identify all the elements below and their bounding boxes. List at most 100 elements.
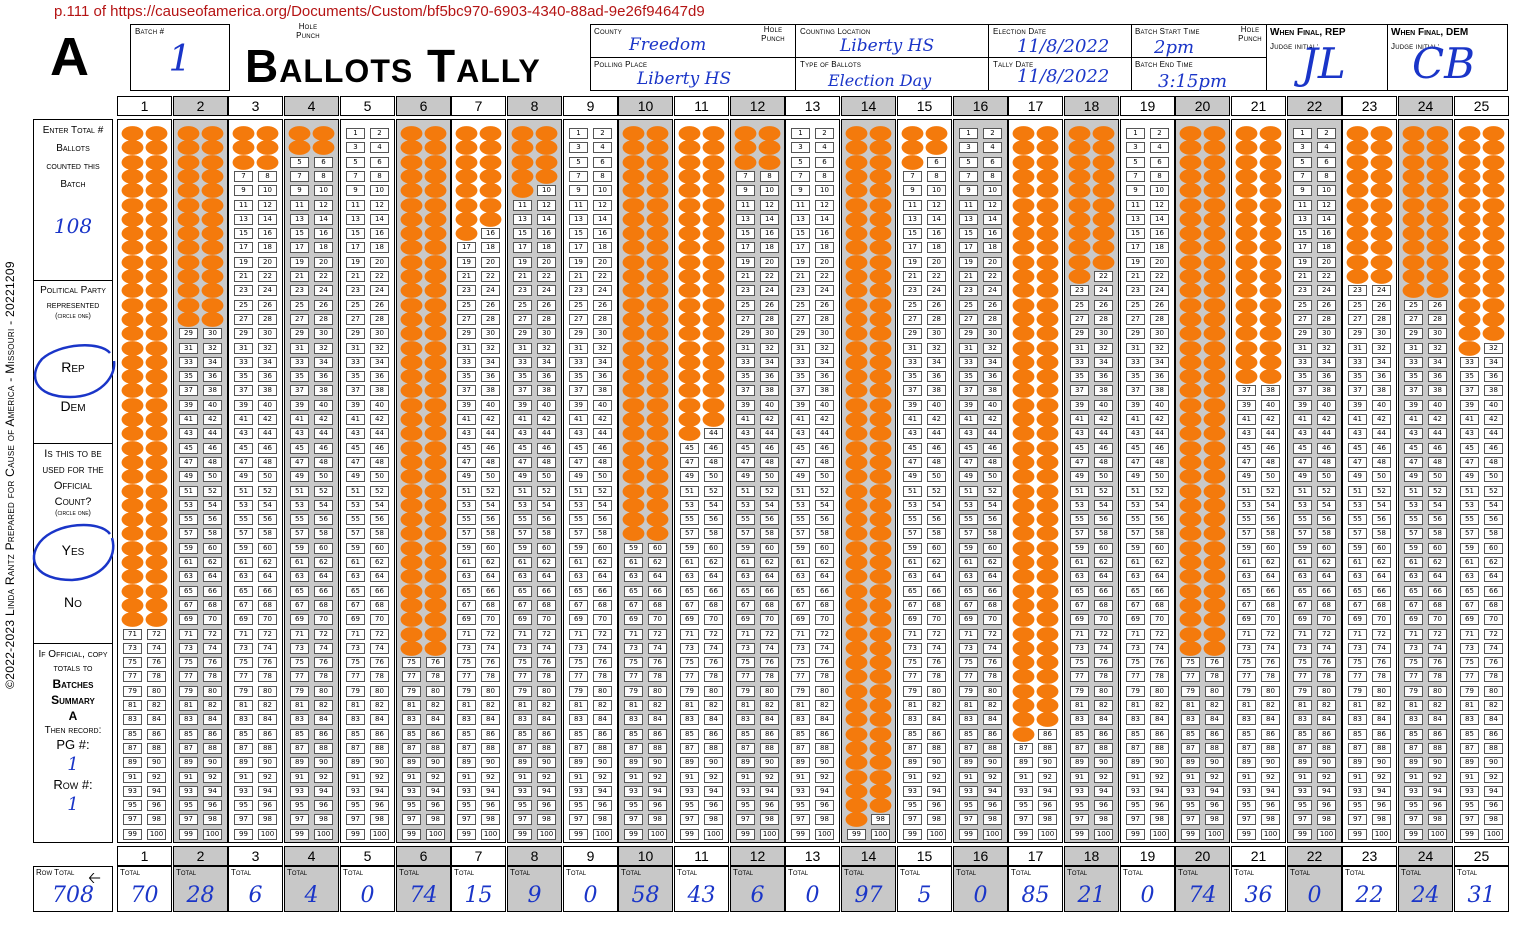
tally-cell[interactable]: 12 <box>760 199 779 211</box>
tally-cell[interactable]: 79 <box>346 685 365 697</box>
tally-cell[interactable]: 86 <box>815 728 834 740</box>
tally-mark[interactable]: 37 <box>400 383 423 399</box>
tally-cell[interactable]: 34 <box>258 356 277 368</box>
tally-cell[interactable]: 89 <box>1237 757 1256 769</box>
tally-cell[interactable]: 64 <box>704 571 723 583</box>
tally-cell[interactable]: 82 <box>1372 700 1391 711</box>
tally-cell[interactable]: 82 <box>1484 700 1503 711</box>
tally-mark[interactable]: 4 <box>758 140 781 156</box>
tally-cell[interactable]: 24 <box>314 285 333 297</box>
tally-cell[interactable]: 76 <box>1094 657 1113 669</box>
tally-cell[interactable]: 65 <box>1237 585 1256 597</box>
tally-cell[interactable]: 94 <box>1205 785 1224 797</box>
tally-cell[interactable]: 84 <box>1150 714 1169 726</box>
tally-cell[interactable]: 96 <box>147 800 166 812</box>
tally-mark[interactable]: 8 <box>201 168 224 184</box>
tally-cell[interactable]: 70 <box>537 614 556 626</box>
tally-cell[interactable]: 55 <box>179 514 198 526</box>
tally-cell[interactable]: 49 <box>1237 471 1256 483</box>
tally-cell[interactable]: 30 <box>1150 328 1169 340</box>
tally-cell[interactable]: 14 <box>314 213 333 225</box>
tally-cell[interactable]: 14 <box>927 213 946 225</box>
tally-cell[interactable]: 73 <box>179 642 198 654</box>
tally-cell[interactable]: 48 <box>258 456 277 468</box>
tally-cell[interactable]: 92 <box>147 771 166 783</box>
tally-cell[interactable]: 28 <box>1317 313 1336 325</box>
tally-mark[interactable]: 20 <box>1370 254 1393 270</box>
tally-cell[interactable]: 89 <box>959 757 978 769</box>
tally-cell[interactable]: 76 <box>1205 657 1224 669</box>
tally-cell[interactable]: 77 <box>402 671 421 683</box>
tally-cell[interactable]: 84 <box>648 714 667 726</box>
tally-cell[interactable]: 89 <box>1014 757 1033 769</box>
tally-mark[interactable]: 5 <box>1012 154 1035 170</box>
tally-cell[interactable]: 63 <box>1126 571 1145 583</box>
tally-cell[interactable]: 49 <box>791 471 810 483</box>
tally-cell[interactable]: 98 <box>1428 814 1447 826</box>
tally-mark[interactable]: 3 <box>1346 140 1369 156</box>
tally-cell[interactable]: 82 <box>314 700 333 711</box>
tally-cell[interactable]: 82 <box>815 700 834 711</box>
tally-mark[interactable]: 3 <box>232 140 255 156</box>
tally-cell[interactable]: 5 <box>959 156 978 168</box>
column-total-box[interactable]: Total 36 <box>1231 866 1286 912</box>
tally-mark[interactable]: 47 <box>1012 454 1035 470</box>
tally-cell[interactable]: 61 <box>234 557 253 568</box>
tally-cell[interactable]: 80 <box>815 685 834 697</box>
tally-mark[interactable]: 17 <box>400 240 423 256</box>
tally-cell[interactable]: 70 <box>1484 614 1503 626</box>
tally-cell[interactable]: 59 <box>290 542 309 554</box>
tally-mark[interactable]: 9 <box>455 183 478 199</box>
tally-mark[interactable]: 13 <box>1346 211 1369 227</box>
tally-cell[interactable]: 83 <box>513 714 532 726</box>
tally-cell[interactable]: 24 <box>983 285 1002 297</box>
tally-cell[interactable]: 34 <box>927 356 946 368</box>
tally-cell[interactable]: 95 <box>959 800 978 812</box>
tally-cell[interactable]: 15 <box>1126 228 1145 240</box>
tally-cell[interactable]: 32 <box>481 342 500 354</box>
tally-cell[interactable]: 85 <box>1126 728 1145 740</box>
tally-mark[interactable]: 57 <box>121 526 144 542</box>
tally-cell[interactable]: 25 <box>1126 299 1145 311</box>
tally-cell[interactable]: 100 <box>704 828 723 840</box>
tally-cell[interactable]: 10 <box>815 185 834 197</box>
tally-cell[interactable]: 11 <box>569 199 588 211</box>
tally-cell[interactable]: 28 <box>760 313 779 325</box>
tally-cell[interactable]: 43 <box>1126 428 1145 440</box>
tally-cell[interactable]: 96 <box>1428 800 1447 812</box>
tally-cell[interactable]: 89 <box>569 757 588 769</box>
tally-cell[interactable]: 41 <box>513 414 532 425</box>
tally-cell[interactable]: 98 <box>1094 814 1113 826</box>
tally-cell[interactable]: 58 <box>1150 528 1169 540</box>
tally-cell[interactable]: 67 <box>736 599 755 611</box>
tally-cell[interactable]: 75 <box>1070 657 1089 669</box>
tally-cell[interactable]: 3 <box>346 142 365 154</box>
tally-cell[interactable]: 75 <box>513 657 532 669</box>
tally-cell[interactable]: 83 <box>457 714 476 726</box>
tally-cell[interactable]: 5 <box>1293 156 1312 168</box>
tally-mark[interactable]: 7 <box>455 168 478 184</box>
tally-cell[interactable]: 67 <box>903 599 922 611</box>
tally-cell[interactable]: 39 <box>569 399 588 411</box>
tally-mark[interactable]: 5 <box>734 154 757 170</box>
tally-cell[interactable]: 74 <box>203 642 222 654</box>
tally-mark[interactable]: 3 <box>1068 140 1091 156</box>
tally-cell[interactable]: 35 <box>959 371 978 383</box>
tally-cell[interactable]: 17 <box>234 242 253 254</box>
tally-cell[interactable]: 47 <box>736 456 755 468</box>
tally-cell[interactable]: 72 <box>593 628 612 640</box>
tally-cell[interactable]: 82 <box>258 700 277 711</box>
tally-mark[interactable]: 1 <box>288 126 311 141</box>
tally-cell[interactable]: 45 <box>179 442 198 454</box>
tally-cell[interactable]: 91 <box>402 771 421 783</box>
tally-cell[interactable]: 62 <box>1150 557 1169 568</box>
tally-cell[interactable]: 98 <box>760 814 779 826</box>
tally-cell[interactable]: 97 <box>1348 814 1367 826</box>
tally-cell[interactable]: 24 <box>537 285 556 297</box>
tally-cell[interactable]: 75 <box>179 657 198 669</box>
tally-cell[interactable]: 71 <box>513 628 532 640</box>
tally-cell[interactable]: 100 <box>481 828 500 840</box>
tally-cell[interactable]: 56 <box>983 514 1002 526</box>
tally-mark[interactable]: 70 <box>1203 612 1226 628</box>
official-yes-option[interactable]: Yes <box>61 542 85 558</box>
